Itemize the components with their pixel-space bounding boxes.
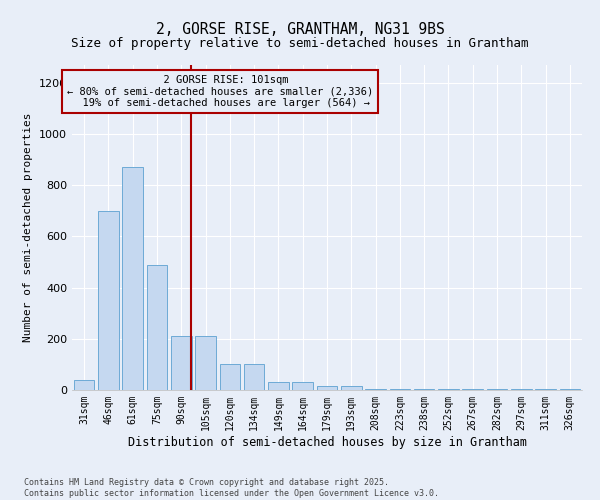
Bar — [341, 386, 362, 390]
Bar — [220, 364, 240, 390]
Bar — [365, 388, 386, 390]
Bar — [389, 388, 410, 390]
X-axis label: Distribution of semi-detached houses by size in Grantham: Distribution of semi-detached houses by … — [128, 436, 527, 448]
Text: Contains HM Land Registry data © Crown copyright and database right 2025.
Contai: Contains HM Land Registry data © Crown c… — [24, 478, 439, 498]
Bar — [268, 382, 289, 390]
Bar — [171, 336, 191, 390]
Bar — [195, 336, 216, 390]
Bar — [317, 386, 337, 390]
Bar — [122, 168, 143, 390]
Bar — [292, 382, 313, 390]
Text: Size of property relative to semi-detached houses in Grantham: Size of property relative to semi-detach… — [71, 38, 529, 51]
Bar — [98, 211, 119, 390]
Bar — [146, 264, 167, 390]
Bar — [74, 380, 94, 390]
Y-axis label: Number of semi-detached properties: Number of semi-detached properties — [23, 113, 34, 342]
Text: 2, GORSE RISE, GRANTHAM, NG31 9BS: 2, GORSE RISE, GRANTHAM, NG31 9BS — [155, 22, 445, 38]
Text: 2 GORSE RISE: 101sqm
← 80% of semi-detached houses are smaller (2,336)
  19% of : 2 GORSE RISE: 101sqm ← 80% of semi-detac… — [67, 74, 373, 108]
Bar — [244, 364, 265, 390]
